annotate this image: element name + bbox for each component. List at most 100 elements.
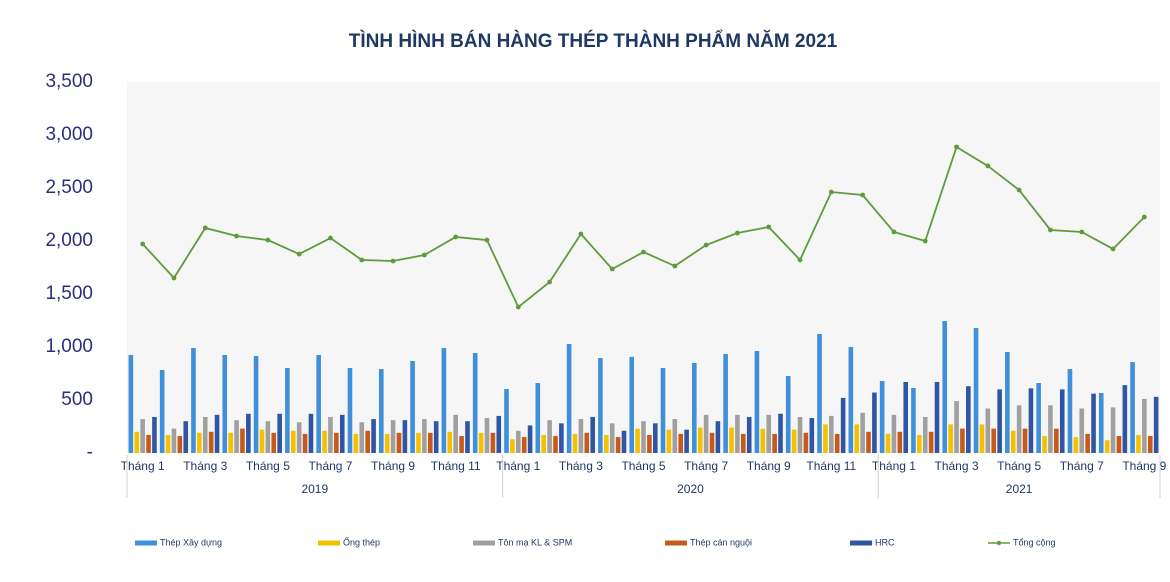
line-point: [891, 229, 897, 235]
y-tick-label: 1,000: [45, 336, 93, 357]
bar: [1085, 433, 1090, 453]
bar: [390, 420, 396, 453]
bar: [791, 429, 797, 453]
line-point: [766, 224, 772, 230]
bar: [553, 436, 558, 453]
bar: [228, 432, 233, 453]
line-point: [1141, 214, 1147, 220]
bar: [954, 401, 959, 453]
bar: [692, 363, 697, 453]
line-point: [1016, 187, 1022, 193]
chart-title: TÌNH HÌNH BÁN HÀNG THÉP THÀNH PHẨM NĂM 2…: [349, 30, 838, 52]
group-label: 2021: [1006, 482, 1033, 496]
bar: [917, 434, 922, 453]
line-point: [860, 192, 866, 198]
legend-label: Thép Xây dựng: [160, 537, 222, 547]
line-point: [1110, 246, 1116, 252]
bar: [222, 354, 228, 453]
legend-label: Thép cán nguội: [690, 537, 752, 547]
bar: [334, 432, 339, 453]
bar: [453, 414, 458, 453]
bar: [515, 430, 521, 453]
bar: [433, 421, 439, 453]
legend-swatch: [318, 540, 340, 546]
y-tick-label: 2,500: [45, 177, 93, 198]
bar: [353, 433, 359, 453]
x-tick-label: Tháng 11: [431, 459, 481, 473]
x-tick-label: Tháng 3: [183, 459, 227, 473]
bar: [778, 413, 783, 453]
bar: [621, 430, 627, 453]
bar: [277, 413, 282, 453]
line-point: [672, 263, 678, 269]
bar: [653, 423, 658, 453]
y-tick-label: -: [87, 442, 93, 463]
bar: [410, 360, 415, 453]
plot-area: [127, 82, 1160, 453]
bar: [928, 431, 934, 453]
bar: [365, 430, 370, 453]
bar: [347, 367, 353, 453]
bar: [566, 344, 572, 453]
bar: [973, 328, 979, 453]
bar: [860, 412, 865, 453]
bar: [1110, 407, 1116, 453]
y-tick-label: 3,500: [45, 71, 93, 92]
bar: [134, 431, 140, 453]
bar: [797, 416, 803, 453]
bar: [490, 432, 496, 453]
bar: [603, 434, 609, 453]
x-tick-label: Tháng 3: [559, 459, 603, 473]
bar: [159, 370, 165, 453]
bar: [684, 429, 689, 453]
bar: [1079, 408, 1085, 453]
y-tick-label: 500: [61, 389, 93, 410]
line-point: [390, 258, 396, 264]
bar: [472, 353, 478, 453]
x-tick-label: Tháng 5: [997, 459, 1041, 473]
x-tick-label: Tháng 1: [121, 459, 165, 473]
line-point: [985, 163, 991, 169]
bar: [809, 418, 815, 453]
bar: [572, 433, 578, 453]
bar: [1016, 405, 1022, 453]
bar: [584, 432, 590, 453]
legend-swatch: [850, 540, 872, 546]
legend-swatch: [996, 540, 1002, 546]
bar: [246, 413, 251, 453]
bar: [459, 436, 464, 453]
x-tick-label: Tháng 1: [872, 459, 916, 473]
bar: [478, 432, 484, 453]
x-tick-label: Tháng 9: [371, 459, 415, 473]
bar: [598, 358, 603, 453]
bar: [177, 436, 183, 453]
x-tick-label: Tháng 9: [747, 459, 791, 473]
bar: [208, 431, 214, 453]
bar: [535, 383, 541, 453]
bar: [911, 388, 916, 453]
bar: [183, 421, 189, 453]
bar: [396, 432, 402, 453]
bar: [465, 421, 470, 453]
bar: [879, 381, 885, 453]
bar: [1116, 436, 1122, 453]
bar: [484, 418, 490, 453]
bar: [496, 415, 502, 453]
line-point: [484, 237, 490, 243]
line-point: [515, 304, 521, 310]
bar: [152, 416, 157, 453]
bar: [1005, 351, 1010, 453]
x-tick-label: Tháng 1: [496, 459, 540, 473]
bar: [447, 431, 453, 453]
x-tick-label: Tháng 7: [1060, 459, 1104, 473]
bar: [635, 428, 640, 453]
bar: [1130, 362, 1135, 453]
bar: [1073, 437, 1079, 453]
bar: [1142, 398, 1147, 453]
bar: [854, 424, 860, 453]
bar: [1104, 440, 1110, 453]
bar: [817, 333, 822, 453]
bar: [848, 347, 854, 453]
bar: [891, 414, 897, 453]
line-point: [922, 238, 928, 244]
